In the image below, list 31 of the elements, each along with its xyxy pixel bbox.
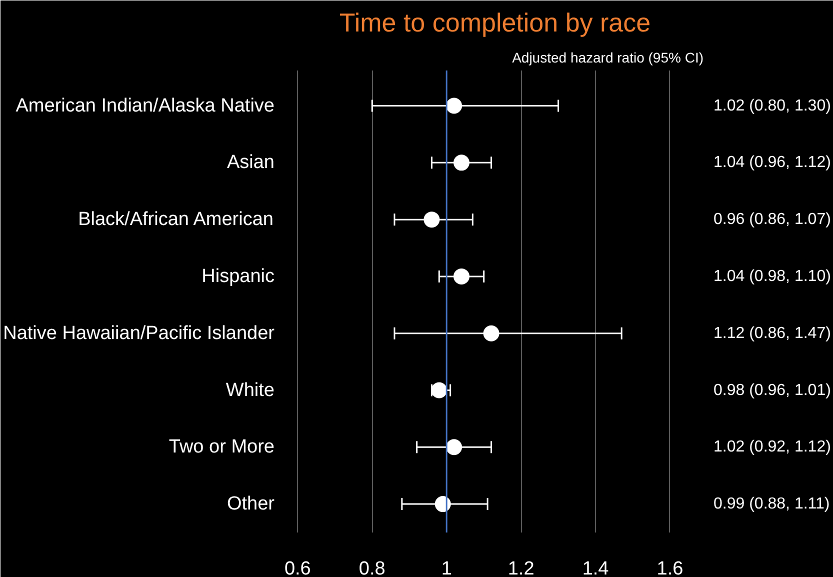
y-tick-label: Native Hawaiian/Pacific Islander bbox=[3, 322, 276, 344]
y-tick-label: White bbox=[226, 380, 275, 401]
point bbox=[483, 325, 500, 342]
x-tick-label: 1.4 bbox=[582, 558, 610, 577]
data-label: 1.02 (0.92, 1.12) bbox=[714, 438, 831, 456]
data-label: 0.96 (0.86, 1.07) bbox=[714, 211, 831, 228]
point bbox=[424, 212, 440, 228]
y-tick-label: Other bbox=[226, 494, 276, 515]
chart-title: Time to completion by race bbox=[339, 8, 651, 38]
y-tick-label: Two or More bbox=[168, 436, 275, 458]
data-label: 0.99 (0.88, 1.11) bbox=[714, 496, 830, 513]
x-tick-label: 1.6 bbox=[656, 558, 684, 577]
point bbox=[453, 268, 470, 284]
y-tick-label: American Indian/Alaska Native bbox=[16, 95, 275, 116]
point bbox=[431, 382, 448, 398]
point bbox=[446, 439, 462, 456]
data-label: 1.12 (0.86, 1.47) bbox=[714, 324, 831, 342]
x-tick-label: 0.6 bbox=[284, 558, 311, 577]
x-tick-label: 0.8 bbox=[358, 558, 386, 577]
data-label: 1.04 (0.96, 1.12) bbox=[714, 154, 831, 172]
data-label: 1.04 (0.98, 1.10) bbox=[714, 268, 831, 285]
data-label: 0.98 (0.96, 1.01) bbox=[714, 382, 831, 399]
data-label: 1.02 (0.80, 1.30) bbox=[714, 97, 831, 114]
y-tick-label: Black/African American bbox=[78, 209, 274, 230]
y-tick-label: Asian bbox=[226, 152, 275, 174]
point bbox=[453, 154, 470, 171]
y-tick-label: Hispanic bbox=[202, 266, 275, 287]
point bbox=[446, 98, 462, 114]
text: Adjusted hazard ratio (95% CI) bbox=[512, 50, 704, 66]
x-tick-label: 1.2 bbox=[508, 558, 534, 577]
x-tick-label: 1 bbox=[441, 558, 452, 577]
